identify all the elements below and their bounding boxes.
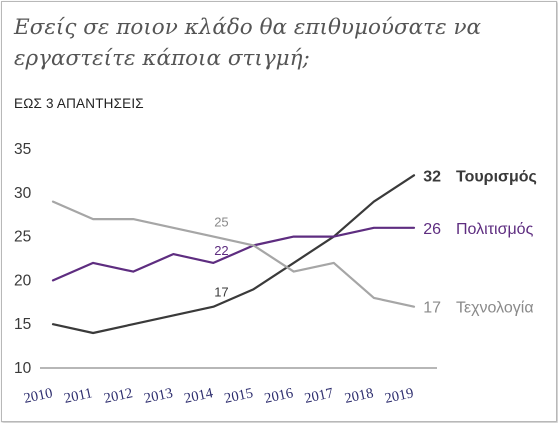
x-tick-label: 2013 [143, 385, 175, 407]
x-tick-label: 2010 [22, 385, 54, 407]
x-tick-label: 2017 [303, 385, 335, 407]
series-end-value: 32 [423, 168, 441, 185]
series-name-label: Τεχνολογία [456, 300, 534, 317]
series-line [51, 174, 416, 335]
x-tick-label: 2015 [223, 385, 255, 407]
y-tick-label: 20 [14, 272, 32, 289]
chart-subtitle: ΕΩΣ 3 ΑΠΑΝΤΗΣΕΙΣ [14, 96, 144, 111]
x-tick-label: 2012 [103, 385, 135, 407]
y-tick-label: 25 [14, 229, 31, 246]
data-label: 22 [214, 243, 228, 258]
x-tick-label: 2014 [183, 385, 215, 407]
x-tick-label: 2019 [383, 385, 415, 407]
series-name-label: Πολιτισμός [456, 221, 534, 238]
data-label: 25 [214, 215, 228, 230]
series-end-value: 17 [423, 300, 441, 317]
x-tick-label: 2016 [263, 385, 295, 407]
series-line [51, 200, 416, 308]
data-label: 17 [214, 285, 228, 300]
series-end-value: 26 [423, 221, 441, 238]
chart-title: Εσείς σε ποιον κλάδο θα επιθυμούσατε να … [14, 15, 482, 71]
x-tick-label: 2018 [343, 385, 375, 407]
y-tick-label: 30 [14, 185, 32, 202]
y-tick-label: 10 [14, 360, 32, 377]
y-tick-label: 35 [14, 141, 31, 158]
y-tick-label: 15 [14, 316, 31, 333]
x-tick-label: 2011 [63, 385, 94, 407]
series-line [51, 226, 416, 282]
series-name-label: Τουρισμός [456, 168, 537, 185]
